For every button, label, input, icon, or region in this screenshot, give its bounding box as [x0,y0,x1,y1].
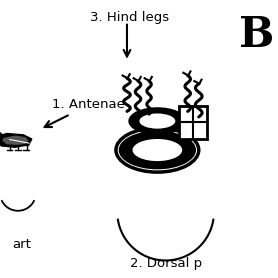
Ellipse shape [119,131,196,169]
Text: 2. Dorsal p: 2. Dorsal p [130,257,202,270]
Ellipse shape [0,132,3,142]
Text: 3. Hind legs: 3. Hind legs [90,11,169,24]
Text: art: art [13,238,31,251]
Ellipse shape [133,139,182,161]
Ellipse shape [130,109,185,133]
Polygon shape [1,136,28,145]
Text: B: B [239,14,274,56]
Text: 1. Antenae: 1. Antenae [52,98,125,111]
Polygon shape [0,133,32,147]
Bar [179,106,207,139]
Ellipse shape [139,113,175,129]
